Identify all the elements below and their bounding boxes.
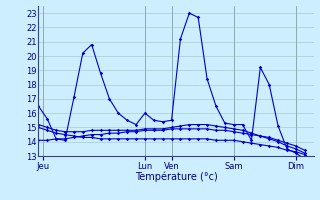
X-axis label: Température (°c): Température (°c) xyxy=(135,172,217,182)
